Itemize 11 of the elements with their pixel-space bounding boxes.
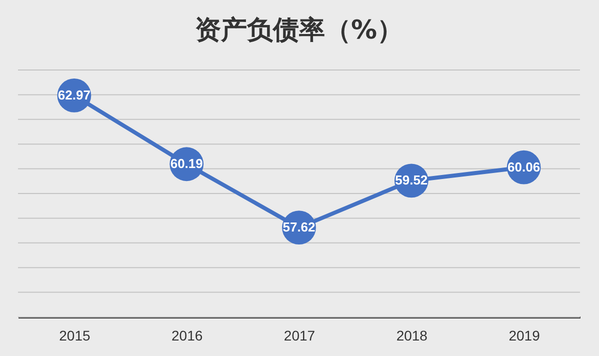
x-tick-label: 2017 bbox=[284, 328, 316, 344]
data-label: 62.97 bbox=[58, 87, 90, 102]
x-tick-label: 2019 bbox=[508, 328, 540, 344]
data-label: 57.62 bbox=[282, 220, 316, 235]
x-tick-label: 2015 bbox=[59, 328, 90, 344]
data-label: 60.19 bbox=[170, 156, 203, 172]
data-label: 59.52 bbox=[395, 172, 428, 188]
x-tick-label: 2016 bbox=[172, 328, 203, 344]
x-tick-label: 2018 bbox=[396, 328, 428, 344]
data-label: 60.06 bbox=[508, 159, 540, 174]
chart-title: 资产负债率（%） bbox=[194, 16, 404, 46]
